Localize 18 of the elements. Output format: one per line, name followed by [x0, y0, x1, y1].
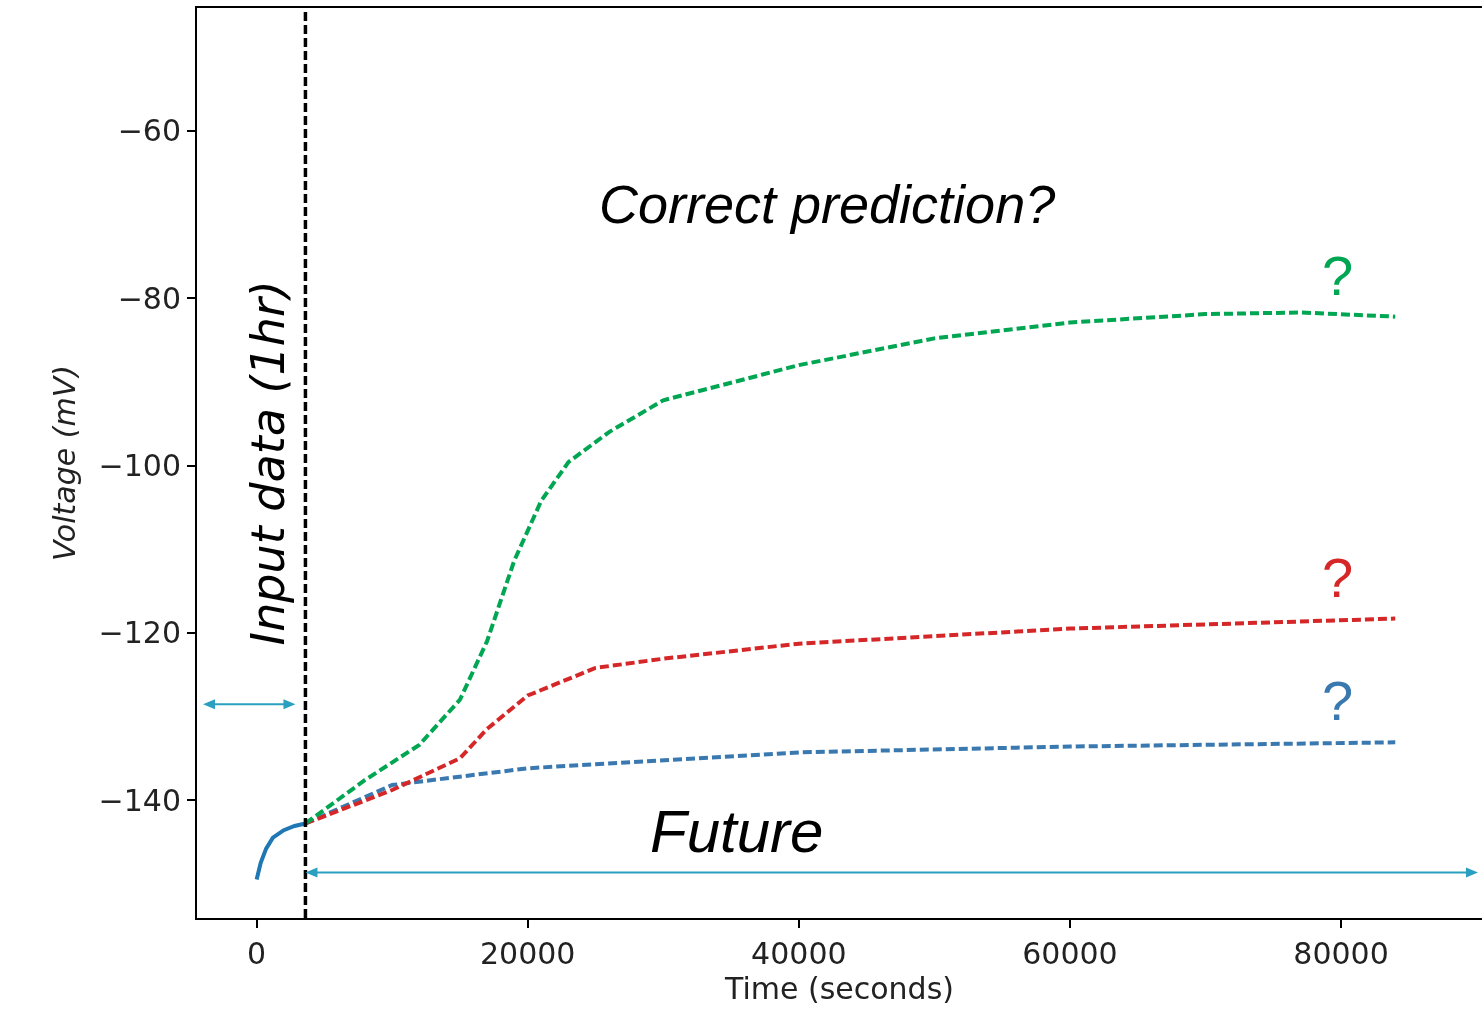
y-axis-title: Voltage (mV): [47, 365, 83, 561]
annotation: Future: [650, 798, 824, 865]
x-axis-title: Time (seconds): [724, 971, 954, 1006]
series-label: ?: [1322, 669, 1354, 732]
series-label: ?: [1322, 244, 1354, 307]
y-tick-label: −120: [98, 615, 181, 651]
x-tick-label: 60000: [1022, 936, 1118, 971]
y-tick-label: −60: [117, 113, 181, 149]
x-tick-label: 40000: [751, 936, 847, 971]
annotation: Correct prediction?: [599, 174, 1056, 234]
y-tick-label: −140: [98, 782, 181, 818]
y-tick-label: −100: [98, 448, 181, 484]
x-tick-label: 80000: [1293, 936, 1389, 971]
series-label: ?: [1322, 546, 1354, 609]
y-tick-label: −80: [117, 280, 181, 316]
x-tick-label: 0: [247, 936, 267, 971]
ref-line-label: Input data (1hr): [241, 280, 296, 646]
x-tick-label: 20000: [480, 936, 576, 971]
